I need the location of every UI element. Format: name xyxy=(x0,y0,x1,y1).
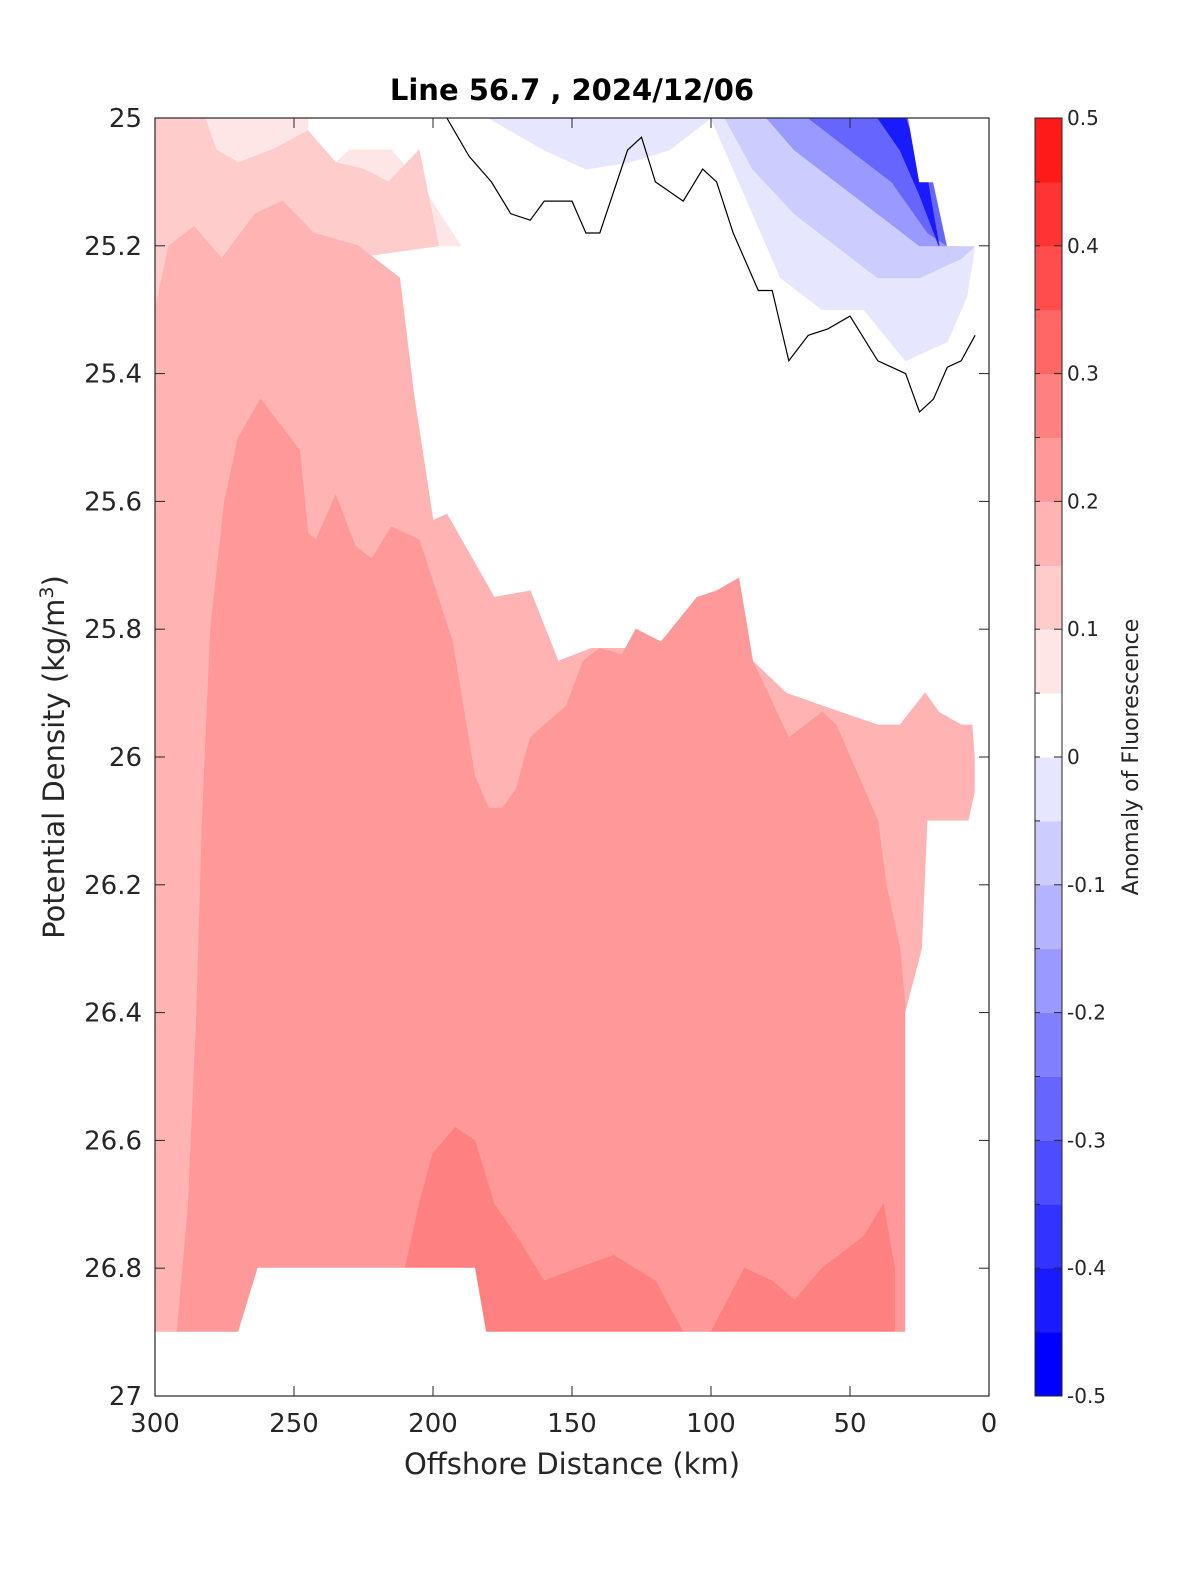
y-tick-label: 27 xyxy=(109,1382,142,1412)
colorbar-band-18 xyxy=(1035,181,1062,247)
contour-line-0 xyxy=(446,117,976,413)
y-tick-label: 25.6 xyxy=(84,487,142,517)
y-tick-label: 25.4 xyxy=(84,360,142,390)
y-tick-label: 26.6 xyxy=(84,1126,142,1156)
y-axis-label: Potential Density (kg/m3) xyxy=(36,575,71,939)
colorbar-tick-label: 0.1 xyxy=(1067,617,1099,641)
no-data-masks xyxy=(154,117,990,1397)
colorbar-band-4 xyxy=(1035,1076,1062,1141)
colorbar-tick-label: -0.3 xyxy=(1067,1128,1106,1152)
no-data-mask-3 xyxy=(237,1267,487,1333)
x-tick-label: 200 xyxy=(408,1409,458,1439)
colorbar: -0.5 -0.4 -0.3 -0.2 -0.1 0 0.1 0.2 0.3 0.4 0.5 xyxy=(1034,106,1106,1408)
y-axis-label-main: Potential Density (kg/m xyxy=(37,599,71,939)
colorbar-tick-label: 0.2 xyxy=(1067,489,1099,513)
colorbar-band-1 xyxy=(1035,1268,1062,1333)
x-tick-label: 150 xyxy=(547,1409,597,1439)
colorbar-band-9 xyxy=(1035,757,1062,822)
colorbar-band-11 xyxy=(1035,629,1062,694)
colorbar-band-19 xyxy=(1035,118,1062,183)
y-tick-label: 26.4 xyxy=(84,999,142,1029)
y-tick-label: 26.8 xyxy=(84,1254,142,1284)
colorbar-band-17 xyxy=(1035,245,1062,311)
x-tick-label: 50 xyxy=(833,1409,866,1439)
contour-fills xyxy=(154,117,976,1333)
colorbar-band-13 xyxy=(1035,501,1062,566)
y-tick-label: 25.2 xyxy=(84,232,142,262)
colorbar-label: Anomaly of Fluorescence xyxy=(1119,619,1144,896)
colorbar-band-14 xyxy=(1035,437,1062,502)
y-tick-label: 26.2 xyxy=(84,871,142,901)
colorbar-tick-label: -0.1 xyxy=(1067,873,1106,897)
colorbar-band-12 xyxy=(1035,565,1062,630)
colorbar-band-7 xyxy=(1035,884,1062,950)
contour-region-4-anomaly-0-25-to-0-30 xyxy=(390,1127,895,1333)
x-tick-label: 0 xyxy=(981,1409,998,1439)
colorbar-band-3 xyxy=(1035,1140,1062,1205)
x-axis: 300 250 200 150 100 50 0 xyxy=(130,118,997,1439)
y-tick-label: 26 xyxy=(109,743,142,773)
colorbar-tick-label: -0.5 xyxy=(1067,1384,1106,1408)
x-axis-label: Offshore Distance (km) xyxy=(404,1447,740,1481)
chart-title: Line 56.7 , 2024/12/06 xyxy=(390,73,754,107)
x-tick-label: 100 xyxy=(686,1409,736,1439)
y-axis-label-superscript: 3 xyxy=(36,586,58,598)
colorbar-tick-label: -0.2 xyxy=(1067,1001,1106,1025)
colorbar-tick-label: 0.5 xyxy=(1067,106,1099,130)
colorbar-tick-label: -0.4 xyxy=(1067,1256,1106,1280)
colorbar-band-0 xyxy=(1035,1332,1062,1397)
colorbar-band-2 xyxy=(1035,1204,1062,1269)
y-axis: 25 25.2 25.4 25.6 25.8 26 26.2 26.4 26.6 26.8 27 xyxy=(84,104,989,1412)
colorbar-band-6 xyxy=(1035,948,1062,1014)
colorbar-tick-label: 0 xyxy=(1067,745,1080,769)
x-tick-label: 300 xyxy=(130,1409,180,1439)
contour-region-3-anomaly-0-20-to-0-25 xyxy=(176,398,906,1333)
colorbar-tick-label: 0.4 xyxy=(1067,234,1099,258)
colorbar-band-15 xyxy=(1035,373,1062,438)
y-tick-label: 25 xyxy=(109,104,142,134)
y-axis-label-close: ) xyxy=(37,575,71,586)
y-tick-label: 25.8 xyxy=(84,615,142,645)
colorbar-band-8 xyxy=(1035,820,1062,886)
colorbar-band-10 xyxy=(1035,693,1062,758)
colorbar-band-16 xyxy=(1035,309,1062,375)
contour-lines xyxy=(446,117,976,413)
plot-area xyxy=(154,117,990,1397)
x-tick-label: 250 xyxy=(269,1409,319,1439)
colorbar-band-5 xyxy=(1035,1012,1062,1077)
colorbar-tick-label: 0.3 xyxy=(1067,362,1099,386)
